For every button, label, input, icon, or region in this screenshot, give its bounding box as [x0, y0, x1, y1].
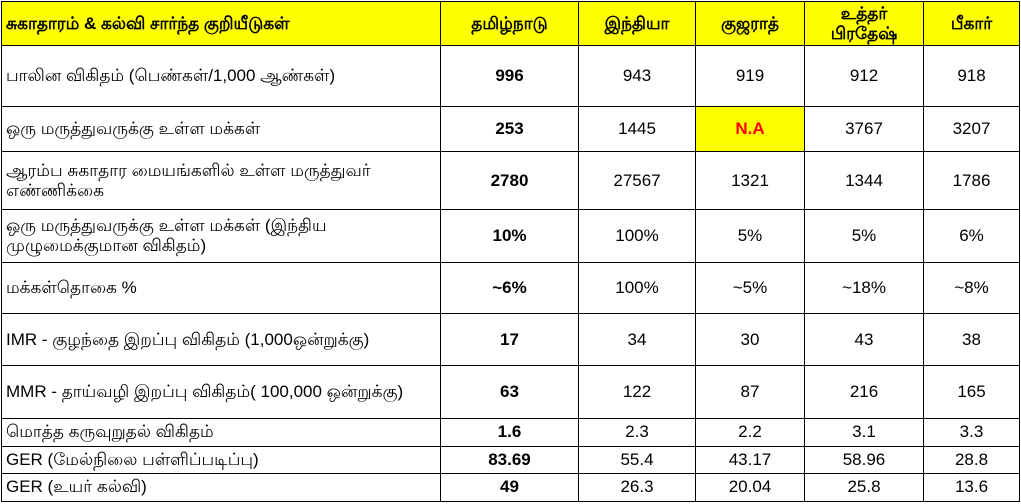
cell-gujarat: 20.04: [695, 472, 805, 503]
row-label: GER (உயர் கல்வி): [1, 472, 441, 503]
header-gujarat: குஜராத்: [695, 1, 805, 46]
cell-uttar-pradesh: 43: [804, 313, 924, 367]
row-label: மக்கள்தொகை %: [1, 261, 441, 315]
cell-gujarat: 43.17: [695, 445, 805, 474]
cell-india: 1445: [578, 106, 696, 153]
cell-gujarat: 1321: [695, 151, 805, 210]
table-row: GER (மேல்நிலை பள்ளிப்படிப்பு) 83.69 55.4…: [1, 445, 1020, 474]
table-row: மக்கள்தொகை % ~6% 100% ~5% ~18% ~8%: [1, 261, 1020, 315]
table-row: மொத்த கருவுறுதல் விகிதம் 1.6 2.3 2.2 3.1…: [1, 417, 1020, 447]
cell-gujarat: 30: [695, 313, 805, 367]
table-row: GER (உயர் கல்வி) 49 26.3 20.04 25.8 13.6: [1, 472, 1020, 503]
table-row: ஒரு மருத்துவருக்கு உள்ள மக்கள் (இந்திய ம…: [1, 208, 1020, 263]
table-row: MMR - தாய்வழி இறப்பு விகிதம்( 100,000 ஒன…: [1, 365, 1020, 419]
table-row: பாலின விகிதம் (பெண்கள்/1,000 ஆண்கள்) 996…: [1, 44, 1020, 108]
row-label: MMR - தாய்வழி இறப்பு விகிதம்( 100,000 ஒன…: [1, 365, 441, 419]
cell-tamilnadu: 996: [440, 44, 579, 108]
cell-gujarat: 919: [695, 44, 805, 108]
cell-india: 2.3: [578, 417, 696, 447]
row-label: ஒரு மருத்துவருக்கு உள்ள மக்கள்: [1, 106, 441, 153]
cell-uttar-pradesh: 216: [804, 365, 924, 419]
header-uttar-pradesh: உத்தர் பிரதேஷ்: [804, 1, 924, 46]
cell-gujarat: 5%: [695, 208, 805, 263]
cell-uttar-pradesh: 912: [804, 44, 924, 108]
cell-gujarat: ~5%: [695, 261, 805, 315]
row-label: GER (மேல்நிலை பள்ளிப்படிப்பு): [1, 445, 441, 474]
cell-uttar-pradesh: 58.96: [804, 445, 924, 474]
cell-tamilnadu: 1.6: [440, 417, 579, 447]
table-row: ஒரு மருத்துவருக்கு உள்ள மக்கள் 253 1445 …: [1, 106, 1020, 153]
table-row: IMR - குழந்தை இறப்பு விகிதம் (1,000ஒன்று…: [1, 313, 1020, 367]
cell-bihar: 38: [923, 313, 1020, 367]
header-indicator: சுகாதாரம் & கல்வி சார்ந்த குறியீடுகள்: [1, 1, 441, 46]
cell-tamilnadu: 49: [440, 472, 579, 503]
cell-bihar: 3.3: [923, 417, 1020, 447]
row-label: ஆரம்ப சுகாதார மையங்களில் உள்ள மருத்துவர்…: [1, 151, 441, 210]
cell-tamilnadu: 10%: [440, 208, 579, 263]
cell-gujarat-na-badge: N.A: [695, 106, 805, 153]
header-tamilnadu: தமிழ்நாடு: [440, 1, 579, 46]
cell-india: 122: [578, 365, 696, 419]
row-label: பாலின விகிதம் (பெண்கள்/1,000 ஆண்கள்): [1, 44, 441, 108]
cell-uttar-pradesh: 3.1: [804, 417, 924, 447]
cell-uttar-pradesh: 5%: [804, 208, 924, 263]
row-label: மொத்த கருவுறுதல் விகிதம்: [1, 417, 441, 447]
cell-tamilnadu: 83.69: [440, 445, 579, 474]
cell-bihar: 13.6: [923, 472, 1020, 503]
header-india: இந்தியா: [578, 1, 696, 46]
cell-tamilnadu: 63: [440, 365, 579, 419]
cell-bihar: 918: [923, 44, 1020, 108]
cell-india: 100%: [578, 208, 696, 263]
cell-tamilnadu: 253: [440, 106, 579, 153]
cell-india: 26.3: [578, 472, 696, 503]
cell-india: 34: [578, 313, 696, 367]
cell-india: 27567: [578, 151, 696, 210]
cell-india: 943: [578, 44, 696, 108]
cell-bihar: 28.8: [923, 445, 1020, 474]
row-label: ஒரு மருத்துவருக்கு உள்ள மக்கள் (இந்திய ம…: [1, 208, 441, 263]
cell-bihar: 3207: [923, 106, 1020, 153]
cell-gujarat: 87: [695, 365, 805, 419]
header-bihar: பீகார்: [923, 1, 1020, 46]
cell-uttar-pradesh: 1344: [804, 151, 924, 210]
cell-bihar: ~8%: [923, 261, 1020, 315]
cell-uttar-pradesh: 25.8: [804, 472, 924, 503]
table-row: ஆரம்ப சுகாதார மையங்களில் உள்ள மருத்துவர்…: [1, 151, 1020, 210]
cell-bihar: 1786: [923, 151, 1020, 210]
cell-tamilnadu: ~6%: [440, 261, 579, 315]
cell-bihar: 6%: [923, 208, 1020, 263]
cell-india: 100%: [578, 261, 696, 315]
cell-india: 55.4: [578, 445, 696, 474]
cell-bihar: 165: [923, 365, 1020, 419]
header-row: சுகாதாரம் & கல்வி சார்ந்த குறியீடுகள் தம…: [1, 1, 1020, 46]
cell-uttar-pradesh: ~18%: [804, 261, 924, 315]
cell-uttar-pradesh: 3767: [804, 106, 924, 153]
cell-tamilnadu: 17: [440, 313, 579, 367]
cell-tamilnadu: 2780: [440, 151, 579, 210]
row-label: IMR - குழந்தை இறப்பு விகிதம் (1,000ஒன்று…: [1, 313, 441, 367]
cell-gujarat: 2.2: [695, 417, 805, 447]
